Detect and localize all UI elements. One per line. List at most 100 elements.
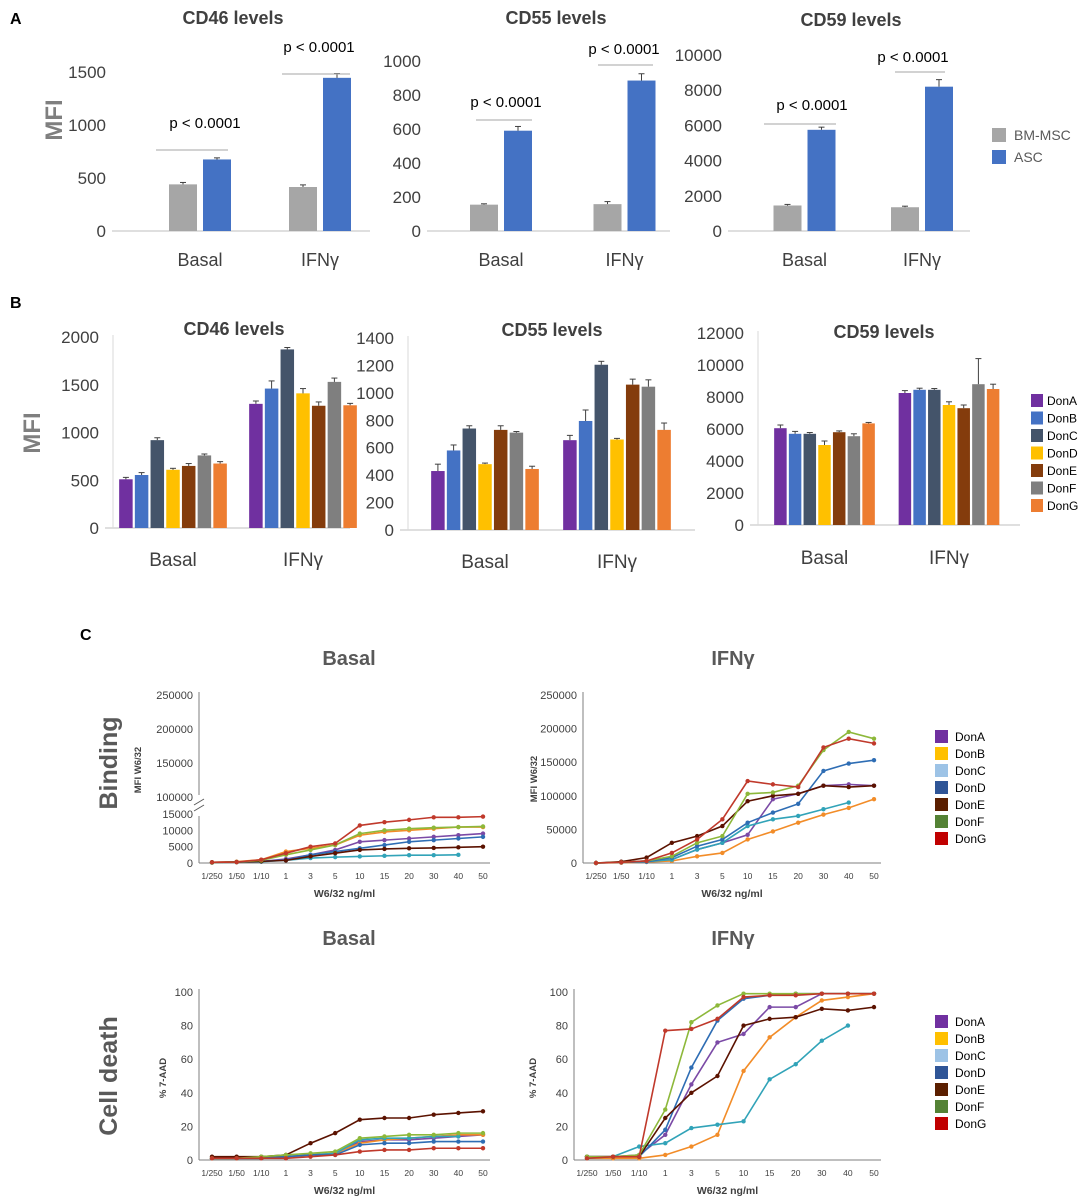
data-point-dong (259, 857, 264, 862)
data-point-dong (480, 814, 486, 819)
panel-label-b: B (10, 295, 22, 312)
data-point-donf (382, 1134, 387, 1139)
data-point-donc (745, 823, 750, 829)
p-value-label: p < 0.0001 (877, 49, 948, 66)
panel-label-c: C (80, 627, 92, 644)
y-tick-label: 80 (181, 1021, 193, 1033)
y-tick-label: 5000 (169, 842, 193, 854)
data-point-dona (689, 1082, 694, 1087)
data-point-donc (406, 852, 412, 858)
x-tick-label: 30 (429, 1168, 439, 1178)
data-point-done (480, 1109, 486, 1114)
bar-donc-0 (150, 440, 165, 528)
y-tick-label: 0 (412, 222, 421, 241)
x-tick-label: 5 (720, 871, 725, 881)
x-tick-label: 1/10 (638, 871, 655, 881)
data-point-donf (770, 790, 776, 795)
data-point-donc (821, 807, 826, 812)
data-point-dona (745, 832, 750, 837)
y-tick-label: 1000 (61, 424, 99, 443)
bar-done-0 (493, 429, 508, 530)
chart-title: CD59 levels (800, 10, 901, 30)
bar-asc-1 (925, 86, 953, 232)
data-point-dond (480, 1139, 486, 1144)
data-point-dona (456, 833, 461, 838)
y-tick-label: 200 (366, 494, 394, 513)
data-point-dond (357, 1142, 363, 1148)
data-point-dong (745, 778, 750, 784)
data-point-dond (406, 1141, 412, 1146)
data-point-donf (406, 1132, 412, 1138)
x-tick-label: 1/250 (201, 871, 223, 881)
series-line-dona (595, 783, 875, 864)
data-point-dona (431, 834, 436, 840)
y-tick-label: 12000 (697, 324, 744, 343)
data-point-dong (819, 991, 825, 996)
bar-bmmsc-0 (773, 205, 802, 231)
data-point-done (720, 823, 725, 829)
bar-donb-0 (446, 450, 461, 530)
y-tick-label: 0 (385, 521, 394, 540)
data-point-dong (636, 1154, 642, 1159)
legend-swatch-done (935, 1083, 948, 1096)
y-tick-label: 1400 (356, 329, 394, 348)
p-value-label: p < 0.0001 (470, 94, 541, 111)
series-line-dong (211, 815, 484, 864)
x-tick-label: 1/10 (631, 1168, 648, 1178)
legend-label-donc: DonC (1047, 429, 1078, 443)
legend-label-dond: DonD (955, 1066, 986, 1080)
data-point-donc (456, 852, 461, 858)
y-tick-label: 2000 (684, 187, 722, 206)
x-tick-label: 15 (380, 1168, 390, 1178)
data-point-donf (308, 847, 313, 853)
bar-dong-1 (343, 405, 357, 528)
y-tick-label: 8000 (684, 81, 722, 100)
data-point-dond (480, 834, 486, 840)
x-tick-label: 20 (793, 871, 803, 881)
x-category-label: IFNγ (301, 250, 339, 270)
x-category-label: IFNγ (929, 548, 970, 569)
y-tick-label: 15000 (162, 809, 193, 821)
data-point-done (819, 1006, 825, 1011)
data-point-donc (793, 1062, 798, 1067)
y-tick-label: 100000 (540, 791, 577, 803)
data-point-done (332, 1130, 338, 1136)
y-tick-label: 1000 (383, 52, 421, 71)
data-point-donf (357, 1135, 363, 1141)
data-point-dona (357, 839, 363, 844)
data-point-dona (770, 796, 776, 802)
x-tick-label: 20 (791, 1168, 801, 1178)
bar-done-1 (311, 405, 326, 528)
data-point-dond (382, 842, 387, 848)
data-point-done (745, 798, 750, 804)
x-category-label: Basal (782, 250, 827, 270)
x-tick-label: 40 (454, 1168, 464, 1178)
chart-title: IFNγ (711, 648, 755, 670)
x-tick-label: 10 (355, 1168, 365, 1178)
p-value-label: p < 0.0001 (588, 41, 659, 58)
y-tick-label: 0 (713, 222, 722, 241)
data-point-done (767, 1016, 772, 1022)
x-tick-label: 50 (478, 1168, 488, 1178)
data-point-dong (480, 1146, 486, 1151)
y-tick-label: 100 (550, 987, 568, 999)
x-tick-label: 15 (380, 871, 390, 881)
series-line-dong (212, 1147, 483, 1160)
bar-asc-1 (323, 77, 351, 231)
legend-label-done: DonE (955, 798, 985, 812)
data-point-donf (456, 824, 461, 830)
y-tick-label: 1500 (61, 376, 99, 395)
data-point-donf (332, 1149, 338, 1154)
y-tick-label: 100 (175, 987, 193, 999)
data-point-dong (332, 841, 338, 846)
bar-done-0 (181, 465, 196, 528)
data-point-donc (456, 1134, 461, 1139)
series-line-donf (212, 1132, 483, 1160)
axis-break-mark (193, 798, 205, 806)
data-point-dong (793, 993, 798, 998)
y-axis-title: MFI (41, 99, 68, 140)
legend-label-donb: DonB (955, 747, 985, 761)
legend-label-dong: DonG (955, 1117, 986, 1131)
data-point-donb (694, 854, 700, 859)
